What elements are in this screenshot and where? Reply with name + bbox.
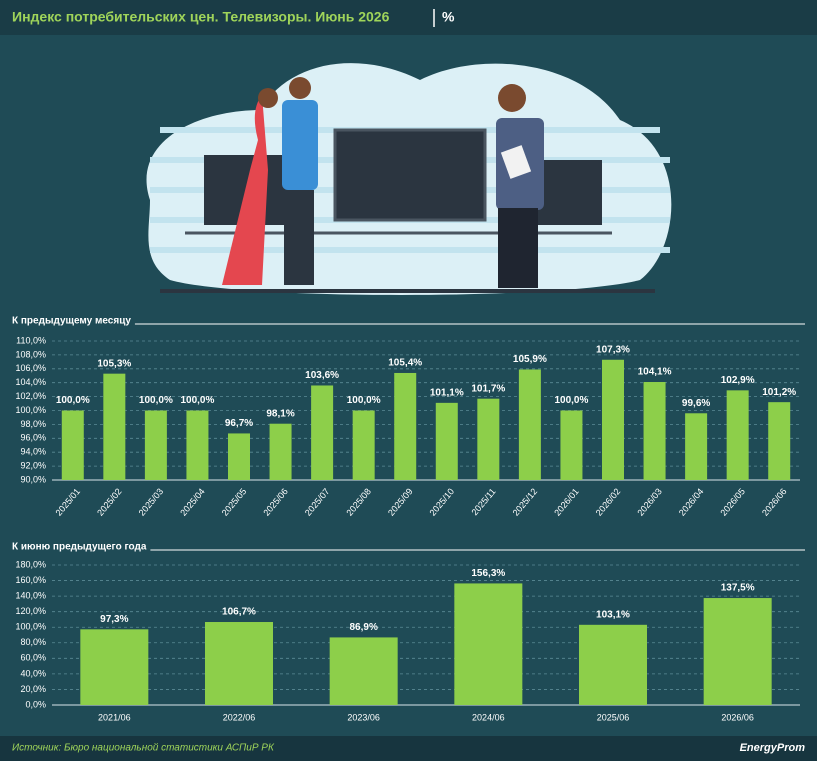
x-tick-label: 2023/06 xyxy=(347,712,380,722)
bar xyxy=(768,402,791,480)
chart-subtitle: К июню предыдущего года xyxy=(12,542,147,553)
bar xyxy=(228,433,250,480)
y-tick-label: 106,0% xyxy=(15,363,46,373)
value-label: 101,7% xyxy=(471,383,505,394)
value-label: 98,1% xyxy=(266,408,294,419)
y-tick-label: 140,0% xyxy=(15,590,46,600)
bar xyxy=(186,410,209,480)
bar xyxy=(602,359,624,480)
value-label: 100,0% xyxy=(347,395,381,406)
y-tick-label: 98,0% xyxy=(20,419,46,429)
y-tick-label: 92,0% xyxy=(20,460,46,470)
y-tick-label: 110,0% xyxy=(16,335,46,345)
y-tick-label: 108,0% xyxy=(15,349,46,359)
y-tick-label: 180,0% xyxy=(15,559,46,569)
y-tick-label: 20,0% xyxy=(20,684,46,694)
y-tick-label: 80,0% xyxy=(20,637,46,647)
y-tick-label: 94,0% xyxy=(20,447,46,457)
y-tick-label: 0,0% xyxy=(25,699,46,709)
bar xyxy=(518,369,541,480)
bar xyxy=(269,423,292,480)
bar xyxy=(454,583,523,705)
bar xyxy=(144,410,167,480)
x-tick-label: 2026/06 xyxy=(721,712,754,722)
bar xyxy=(579,624,647,705)
x-tick-label: 2021/06 xyxy=(98,712,131,722)
bar xyxy=(435,402,458,480)
y-tick-label: 60,0% xyxy=(20,653,46,663)
value-label: 105,4% xyxy=(388,358,422,369)
value-label: 100,0% xyxy=(56,395,90,406)
y-tick-label: 90,0% xyxy=(20,474,46,484)
y-tick-label: 102,0% xyxy=(15,391,46,401)
bar xyxy=(311,385,334,480)
x-tick-label: 2022/06 xyxy=(223,712,256,722)
value-label: 104,1% xyxy=(638,367,672,378)
bar xyxy=(685,413,708,480)
bar xyxy=(703,598,772,705)
value-label: 105,9% xyxy=(513,354,547,365)
value-label: 101,2% xyxy=(762,387,796,398)
source: Источник: Бюро национальной статистики А… xyxy=(12,743,275,754)
value-label: 97,3% xyxy=(100,614,128,625)
x-tick-label: 2025/06 xyxy=(597,712,630,722)
value-label: 86,9% xyxy=(349,622,377,633)
value-label: 99,6% xyxy=(682,398,710,409)
value-label: 102,9% xyxy=(721,375,755,386)
bar xyxy=(477,398,500,480)
y-tick-label: 100,0% xyxy=(15,622,46,632)
value-label: 100,0% xyxy=(554,395,588,406)
bar xyxy=(103,373,126,480)
y-tick-label: 40,0% xyxy=(20,668,46,678)
value-label: 107,3% xyxy=(596,344,630,355)
illustration xyxy=(146,63,672,295)
unit: % xyxy=(442,9,455,25)
title: Индекс потребительских цен. Телевизоры. … xyxy=(12,9,390,25)
bar xyxy=(394,372,417,480)
y-tick-label: 104,0% xyxy=(15,377,46,387)
value-label: 106,7% xyxy=(222,607,256,618)
y-tick-label: 120,0% xyxy=(15,606,46,616)
bar xyxy=(329,637,398,705)
value-label: 105,3% xyxy=(97,358,131,369)
chart-subtitle: К предыдущему месяцу xyxy=(12,316,131,327)
bar xyxy=(80,629,149,705)
value-label: 100,0% xyxy=(180,395,214,406)
bar xyxy=(61,410,84,480)
header-band xyxy=(0,0,817,35)
y-tick-label: 160,0% xyxy=(15,575,46,585)
bar xyxy=(205,622,273,705)
bar xyxy=(726,390,749,480)
value-label: 103,6% xyxy=(305,370,339,381)
value-label: 96,7% xyxy=(225,418,253,429)
value-label: 137,5% xyxy=(721,583,755,594)
value-label: 156,3% xyxy=(471,568,505,579)
x-tick-label: 2024/06 xyxy=(472,712,505,722)
bar xyxy=(643,382,666,480)
bar xyxy=(560,410,583,480)
y-tick-label: 100,0% xyxy=(15,405,46,415)
footer-band xyxy=(0,736,817,761)
bar xyxy=(352,410,375,480)
brand: EnergyProm xyxy=(740,742,806,754)
value-label: 100,0% xyxy=(139,395,173,406)
value-label: 101,1% xyxy=(430,387,464,398)
value-label: 103,1% xyxy=(596,609,630,620)
y-tick-label: 96,0% xyxy=(20,433,46,443)
